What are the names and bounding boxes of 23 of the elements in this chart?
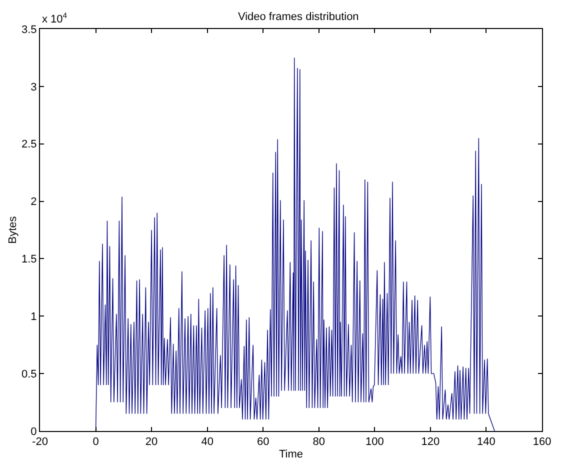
y-tick-label: 0.5 [22,368,37,380]
x-tick-label: 20 [145,436,158,448]
y-tick-label: 3 [30,81,37,94]
y-tick-label: 2.5 [22,138,37,151]
x-tick-label: 160 [532,436,552,448]
y-tick-label: 0 [30,426,37,438]
x-axis-title: Time [278,448,304,460]
y-tick-label: 3.5 [22,24,37,36]
line-series [95,57,495,431]
y-axis-title: Bytes [7,216,20,244]
y-tick-label: 1.5 [22,254,37,266]
text: x 10$^{4}$ [42,11,68,26]
x-tick-label: 100 [365,436,384,448]
x-tick-label: -20 [32,436,48,448]
x-tick-label: 140 [477,436,496,448]
x-tick-label: 0 [92,436,99,448]
y-tick-label: 2 [30,196,37,208]
x-tick-label: 40 [201,436,214,448]
x-tick-label: 60 [256,436,270,448]
x-tick-label: 120 [421,436,440,448]
chart-title: Video frames distribution [238,11,359,23]
y-tick-label: 1 [30,310,37,323]
x-tick-label: 80 [312,436,326,448]
